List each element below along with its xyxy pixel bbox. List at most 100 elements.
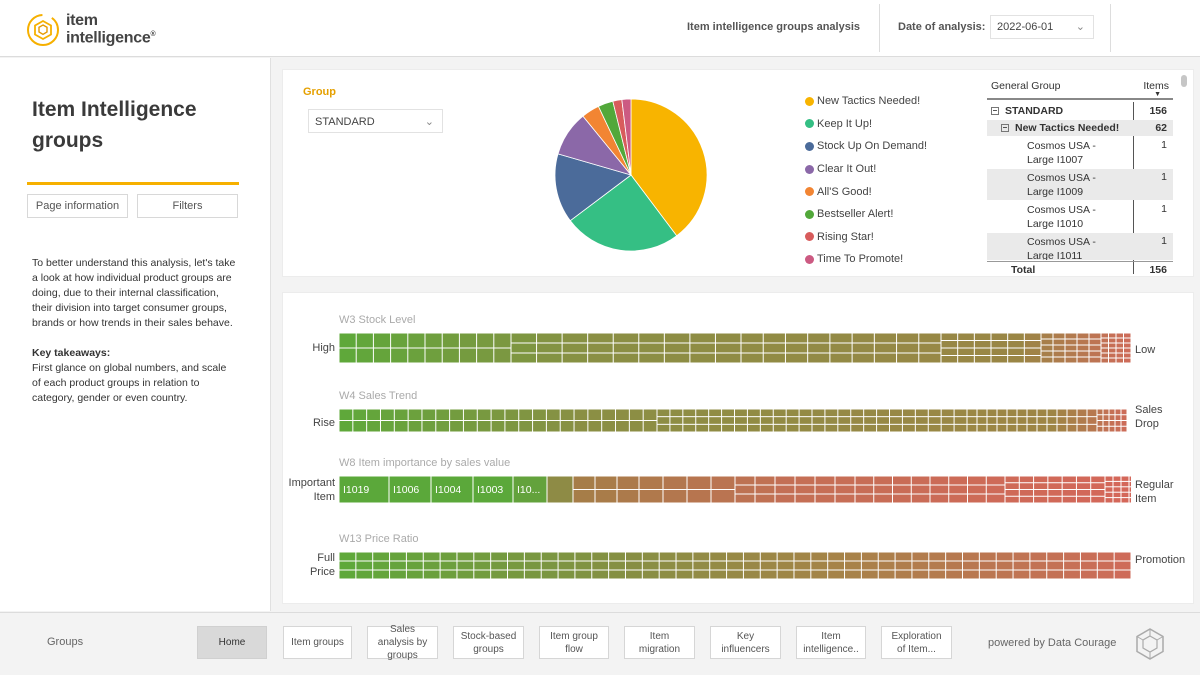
treemap-cell-highlight[interactable] [473,476,513,503]
treemap-cell[interactable] [524,561,541,570]
treemap-cell[interactable] [1103,415,1109,420]
treemap-cell[interactable] [683,409,696,417]
treemap-cell[interactable] [895,561,912,570]
treemap-cell[interactable] [946,570,962,579]
treemap-cell[interactable] [1005,483,1019,489]
treemap-cell[interactable] [811,561,828,570]
treemap-cell[interactable] [991,356,1008,363]
treemap-cell[interactable] [1097,415,1103,420]
treemap-cell[interactable] [977,409,987,417]
treemap-cell[interactable] [1076,496,1091,503]
treemap-cell[interactable] [808,333,830,343]
treemap-cell[interactable] [760,570,777,579]
treemap-cell[interactable] [537,343,562,353]
treemap-cell[interactable] [425,348,442,363]
treemap-cell[interactable] [1077,357,1089,363]
treemap-cell[interactable] [1103,421,1109,426]
treemap-cell[interactable] [838,417,851,424]
treemap-cell[interactable] [1121,498,1129,503]
legend-item[interactable]: Time To Promote! [805,248,927,271]
treemap-cell[interactable] [339,409,353,421]
treemap-cell[interactable] [339,421,353,432]
treemap-cell[interactable] [1109,358,1116,363]
treemap-cell[interactable] [1114,561,1131,570]
treemap-cell[interactable] [406,561,423,570]
treemap-cell[interactable] [996,570,1013,579]
treemap-cell[interactable] [902,409,915,417]
treemap-cell[interactable] [1116,338,1124,343]
treemap-cell[interactable] [457,561,474,570]
treemap-cell[interactable] [825,424,838,432]
treemap-cell[interactable] [915,417,928,424]
treemap-cell[interactable] [711,490,735,503]
treemap-cell[interactable] [991,348,1008,356]
treemap-cell[interactable] [1124,333,1131,338]
nav-key-influencers-button[interactable]: Key influencers [710,626,781,659]
treemap-cell[interactable] [391,333,408,348]
treemap-cell[interactable] [861,552,878,561]
treemap-cell[interactable] [423,561,440,570]
treemap-cell[interactable] [639,343,664,353]
treemap-cell[interactable] [642,552,659,561]
treemap-cell[interactable] [852,333,874,343]
treemap-cell[interactable] [735,417,747,424]
treemap-cell[interactable] [353,421,367,432]
legend-item[interactable]: Clear It Out! [805,158,927,181]
treemap-cell[interactable] [755,494,775,503]
treemap-cell[interactable] [575,570,592,579]
treemap-cell[interactable] [977,424,987,432]
treemap-cell[interactable] [1097,409,1103,415]
treemap-cell[interactable] [1053,357,1065,363]
treemap-cell[interactable] [491,561,508,570]
treemap-cell[interactable] [838,409,851,417]
treemap-cell[interactable] [474,552,491,561]
treemap-cell[interactable] [777,561,794,570]
treemap-cell[interactable] [987,424,997,432]
matrix-row[interactable]: Cosmos USA - Large I1009 1 [987,169,1173,200]
treemap-cell[interactable] [1048,483,1062,489]
treemap-cell[interactable] [616,409,629,421]
nav-item-group-flow-button[interactable]: Item group flow [539,626,609,659]
treemap-cell[interactable] [1129,476,1132,481]
treemap-cell[interactable] [808,353,830,363]
treemap-cell[interactable] [1115,421,1121,426]
treemap-cell[interactable] [715,333,741,343]
treemap-cell[interactable] [996,561,1013,570]
treemap-cell[interactable] [1007,417,1017,424]
treemap-cell[interactable] [1048,476,1062,483]
treemap-cell[interactable] [511,343,537,353]
treemap-cell[interactable] [642,561,659,570]
treemap-cell[interactable] [1121,476,1129,481]
treemap-cell[interactable] [1077,333,1089,339]
treemap-cell[interactable] [1030,552,1047,561]
legend-item[interactable]: Keep It Up! [805,113,927,136]
treemap-cell[interactable] [1114,570,1131,579]
treemap-cell[interactable] [741,343,763,353]
treemap-cell[interactable] [663,476,687,490]
treemap-cell[interactable] [812,424,825,432]
treemap-cell[interactable] [997,417,1007,424]
treemap-cell[interactable] [494,348,511,363]
treemap-cell[interactable] [710,561,727,570]
treemap-cell[interactable] [463,421,477,432]
treemap-cell[interactable] [747,424,760,432]
treemap-cell[interactable] [406,570,423,579]
treemap-cell[interactable] [1091,490,1105,496]
treemap-cell[interactable] [1027,409,1037,417]
treemap-cell[interactable] [874,485,892,494]
treemap-cell[interactable] [408,333,425,348]
treemap-cell[interactable] [491,570,508,579]
treemap-cell[interactable] [436,421,450,432]
treemap-cell[interactable] [617,490,639,503]
treemap-cell[interactable] [987,409,997,417]
treemap-cell[interactable] [1091,496,1105,503]
treemap-w13-price-ratio[interactable] [339,552,1131,579]
treemap-cell[interactable] [997,409,1007,417]
treemap-cell[interactable] [722,424,734,432]
treemap-cell[interactable] [643,409,657,421]
treemap-cell[interactable] [474,561,491,570]
treemap-cell[interactable] [968,494,986,503]
treemap-cell[interactable] [1087,417,1097,424]
treemap-cell[interactable] [811,552,828,561]
treemap-cell[interactable] [1019,483,1034,489]
